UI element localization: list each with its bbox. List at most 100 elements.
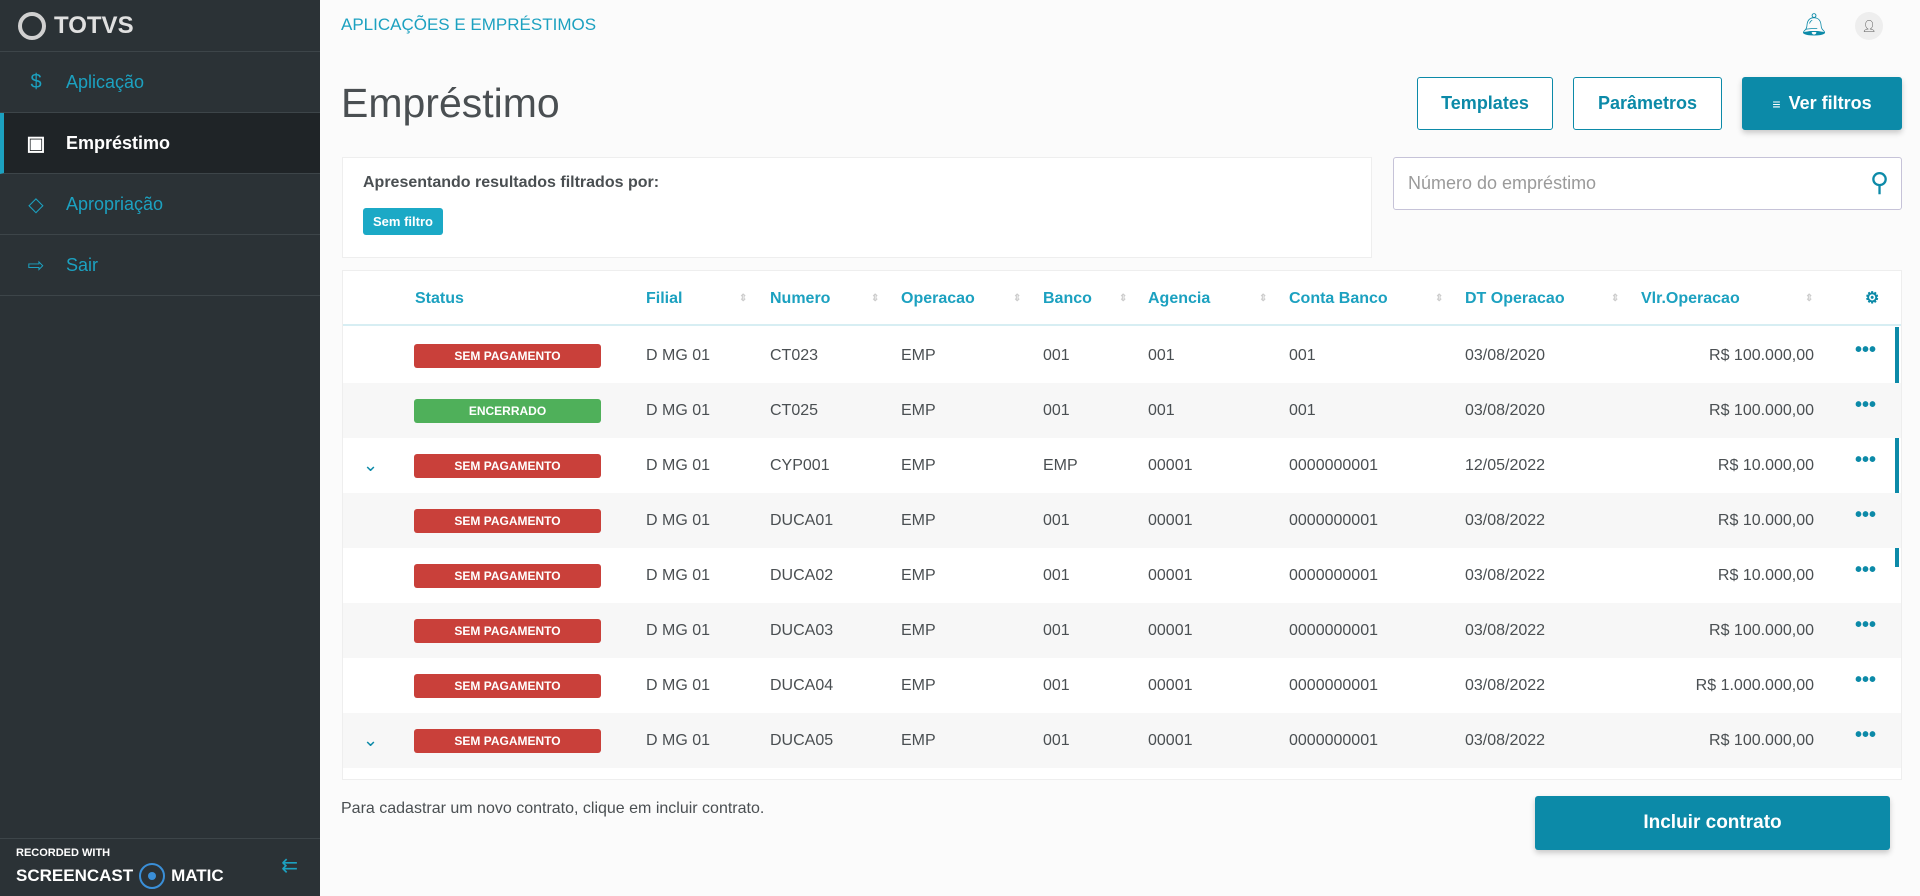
more-actions-icon[interactable]: ••• — [1855, 504, 1877, 526]
cell-valor: R$ 10.000,00 — [1717, 457, 1814, 474]
logout-icon: ⇨ — [27, 254, 45, 277]
more-actions-icon[interactable]: ••• — [1855, 339, 1877, 361]
column-header[interactable]: DT Operacao — [1465, 290, 1565, 307]
cell-agencia: 00001 — [1148, 457, 1193, 474]
recorder-brand-b: MATIC — [171, 866, 224, 885]
cell-filial: D MG 01 — [646, 677, 711, 694]
table-row[interactable]: ⌄ SEM PAGAMENTO D MG 01 CYP001 EMP EMP 00001 00… — [343, 438, 1901, 493]
ver-filtros-button[interactable]: ≡ Ver filtros — [1742, 77, 1902, 130]
more-actions-icon[interactable]: ••• — [1855, 394, 1877, 416]
chevron-down-icon[interactable]: ⌄ — [363, 730, 379, 750]
search-input[interactable]: Número do empréstimo ⚲ — [1393, 157, 1902, 210]
user-avatar[interactable]: 👤︎ — [1855, 12, 1883, 40]
status-badge: SEM PAGAMENTO — [414, 729, 601, 753]
cell-operacao: EMP — [901, 512, 936, 529]
more-actions-icon[interactable]: ••• — [1855, 614, 1877, 636]
cell-filial: D MG 01 — [646, 347, 711, 364]
filter-icon: ≡ — [1772, 95, 1781, 112]
record-icon — [139, 863, 166, 889]
footer-hint: Para cadastrar um novo contrato, clique … — [341, 800, 765, 817]
recorder-brand-a: SCREENCAST — [16, 866, 134, 885]
status-badge: SEM PAGAMENTO — [414, 619, 601, 643]
sidebar-item-apropriacao[interactable]: ◇ Apropriação — [0, 174, 320, 235]
cell-numero: CYP001 — [770, 457, 830, 474]
cell-numero: DUCA05 — [770, 732, 834, 749]
incluir-contrato-button[interactable]: Incluir contrato — [1535, 796, 1890, 850]
cell-banco: 001 — [1043, 732, 1070, 749]
sort-icon[interactable]: ⇕ — [1805, 293, 1814, 304]
column-header[interactable]: Vlr.Operacao — [1641, 290, 1740, 307]
cell-conta: 001 — [1289, 402, 1316, 419]
collapse-menu-icon[interactable]: ⇇ — [281, 855, 298, 877]
totvs-logo: TOTVS — [0, 0, 320, 52]
table-row[interactable]: SEM PAGAMENTO D MG 01 DUCA03 EMP 001 00001 000… — [343, 603, 1901, 658]
column-header[interactable]: Conta Banco — [1289, 290, 1388, 307]
brand-name: TOTVS — [54, 11, 134, 39]
sort-icon[interactable]: ⇕ — [1013, 293, 1022, 304]
status-badge: ENCERRADO — [414, 399, 601, 423]
page-title: Empréstimo — [341, 80, 560, 126]
templates-button[interactable]: Templates — [1417, 77, 1553, 130]
filter-chip[interactable]: Sem filtro — [363, 208, 443, 235]
column-header[interactable]: Status — [415, 290, 464, 307]
cell-dt: 03/08/2022 — [1465, 677, 1546, 694]
cell-agencia: 001 — [1148, 402, 1175, 419]
filter-summary: Apresentando resultados filtrados por: S… — [342, 157, 1372, 258]
status-badge: SEM PAGAMENTO — [414, 674, 601, 698]
cell-operacao: EMP — [901, 622, 936, 639]
cell-agencia: 00001 — [1148, 732, 1193, 749]
cell-agencia: 00001 — [1148, 622, 1193, 639]
cell-numero: CT023 — [770, 347, 819, 364]
sort-icon[interactable]: ⇕ — [739, 293, 748, 304]
sort-icon[interactable]: ⇕ — [1119, 293, 1128, 304]
cell-conta: 001 — [1289, 347, 1316, 364]
sort-icon[interactable]: ⇕ — [871, 293, 880, 304]
column-header[interactable]: Filial — [646, 290, 683, 307]
cell-operacao: EMP — [901, 567, 936, 584]
sort-icon[interactable]: ⇕ — [1259, 293, 1268, 304]
column-header[interactable]: Operacao — [901, 290, 975, 307]
sidebar-item-emprestimo[interactable]: ▣ Empréstimo — [0, 113, 320, 174]
table-row[interactable]: SEM PAGAMENTO D MG 01 DUCA02 EMP 001 00001 000… — [343, 548, 1901, 603]
cell-filial: D MG 01 — [646, 567, 711, 584]
parametros-button[interactable]: Parâmetros — [1573, 77, 1722, 130]
cell-numero: DUCA04 — [770, 677, 834, 694]
column-header[interactable]: Banco — [1043, 290, 1092, 307]
cell-agencia: 00001 — [1148, 567, 1193, 584]
status-badge: SEM PAGAMENTO — [414, 509, 601, 533]
cell-agencia: 00001 — [1148, 677, 1193, 694]
scrollbar[interactable] — [1895, 327, 1899, 567]
cell-operacao: EMP — [901, 457, 936, 474]
settings-gear-icon[interactable]: ⚙ — [1865, 290, 1880, 307]
chevron-down-icon[interactable]: ⌄ — [363, 455, 379, 475]
sort-icon[interactable]: ⇕ — [1435, 293, 1444, 304]
table-row[interactable]: ⌄ SEM PAGAMENTO D MG 01 DUCA05 EMP 001 00001 00… — [343, 713, 1901, 768]
sidebar-item-label: Empréstimo — [66, 132, 171, 153]
table-row[interactable]: SEM PAGAMENTO D MG 01 DUCA04 EMP 001 00001 000… — [343, 658, 1901, 713]
table-row[interactable]: SEM PAGAMENTO D MG 01 DUCA01 EMP 001 00001 000… — [343, 493, 1901, 548]
cell-dt: 03/08/2020 — [1465, 347, 1546, 364]
cell-filial: D MG 01 — [646, 732, 711, 749]
sidebar-item-aplicacao[interactable]: $ Aplicação — [0, 52, 320, 113]
cell-dt: 03/08/2020 — [1465, 402, 1546, 419]
more-actions-icon[interactable]: ••• — [1855, 449, 1877, 471]
cell-filial: D MG 01 — [646, 622, 711, 639]
recorder-line1: RECORDED WITH — [16, 847, 111, 859]
cell-agencia: 001 — [1148, 347, 1175, 364]
search-icon[interactable]: ⚲ — [1869, 167, 1889, 197]
column-header[interactable]: Numero — [770, 290, 831, 307]
column-header[interactable]: Agencia — [1148, 290, 1211, 307]
sidebar-item-sair[interactable]: ⇨ Sair — [0, 235, 320, 296]
more-actions-icon[interactable]: ••• — [1855, 724, 1877, 746]
table-row[interactable]: SEM PAGAMENTO D MG 01 CT023 EMP 001 001 001 03/… — [343, 328, 1901, 383]
cell-valor: R$ 10.000,00 — [1717, 567, 1814, 584]
sidebar-item-label: Aplicação — [66, 71, 145, 92]
table-row[interactable]: ENCERRADO D MG 01 CT025 EMP 001 001 001 03/08/2… — [343, 383, 1901, 438]
more-actions-icon[interactable]: ••• — [1855, 559, 1877, 581]
sort-icon[interactable]: ⇕ — [1611, 293, 1620, 304]
more-actions-icon[interactable]: ••• — [1855, 669, 1877, 691]
breadcrumb[interactable]: APLICAÇÕES E EMPRÉSTIMOS — [341, 15, 597, 34]
cell-operacao: EMP — [901, 677, 936, 694]
filter-label: Apresentando resultados filtrados por: — [363, 174, 660, 191]
bell-icon[interactable]: 🔔︎ — [1800, 12, 1828, 37]
